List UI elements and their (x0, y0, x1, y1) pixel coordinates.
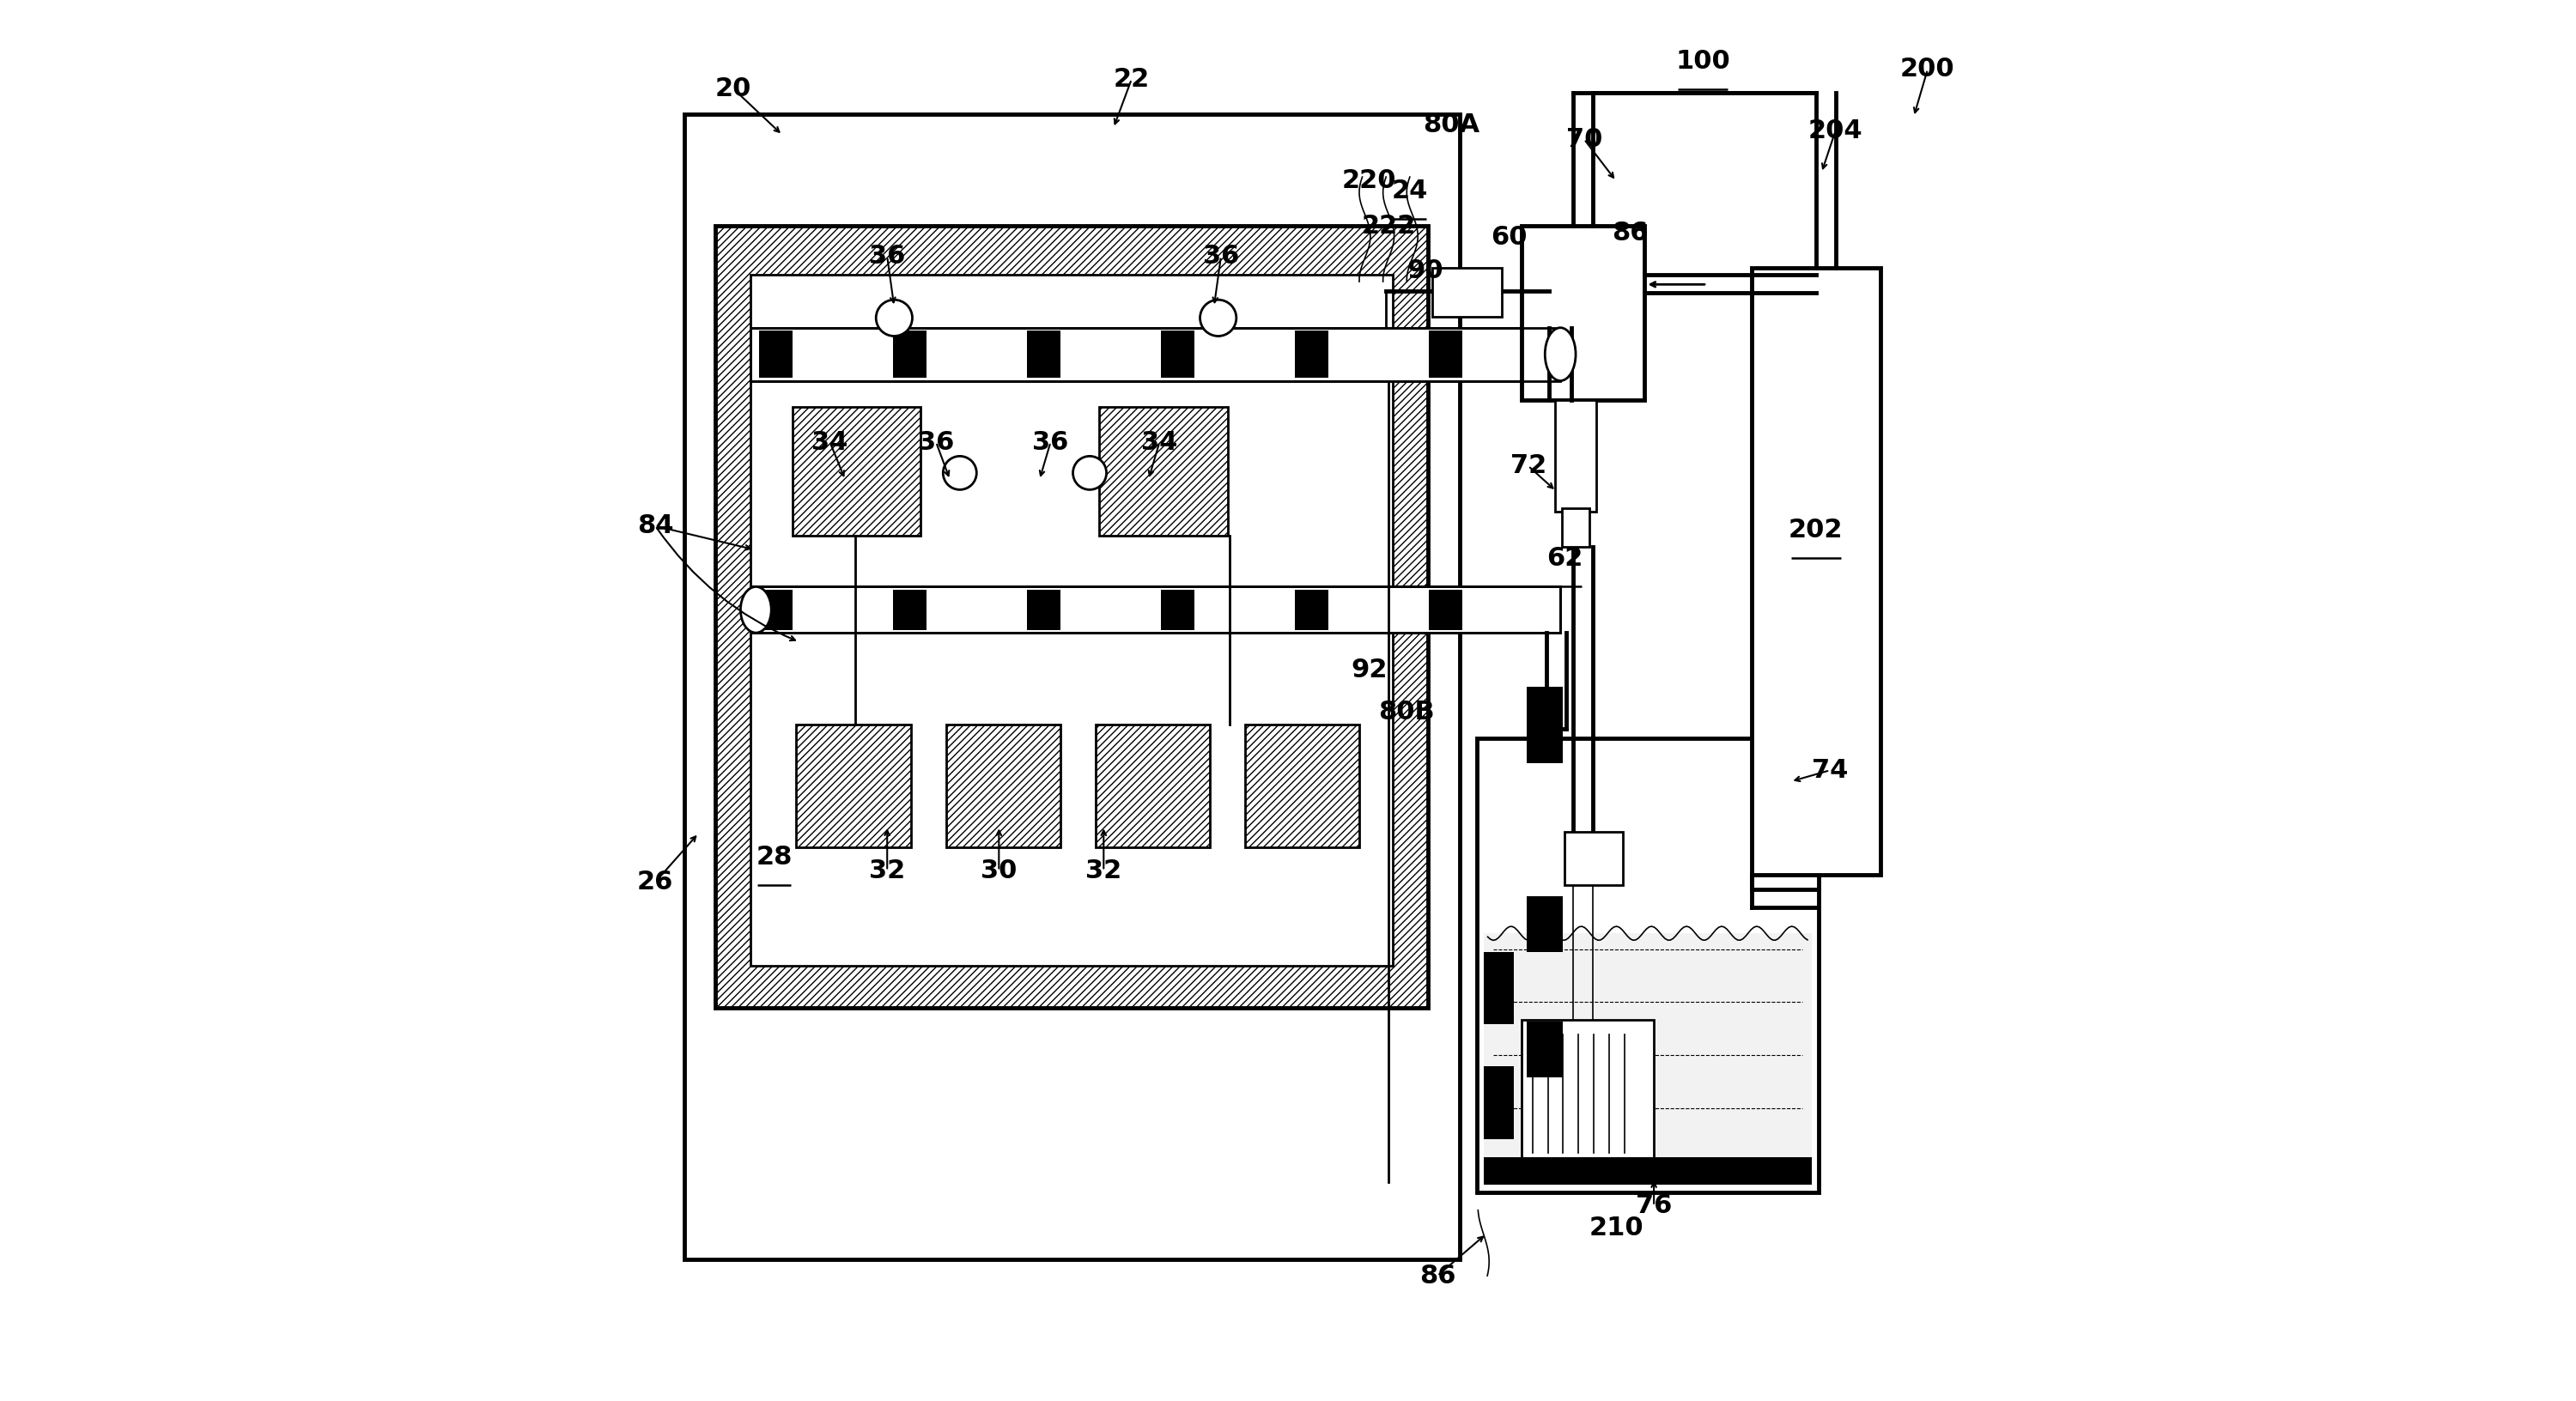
Text: 74: 74 (1811, 758, 1847, 783)
Bar (1522, 226, 1643, 401)
Text: 72: 72 (1510, 454, 1546, 478)
Text: 36: 36 (868, 244, 904, 269)
Bar (685, 113, 1461, 1259)
Bar (1162, 331, 1195, 378)
Text: 210: 210 (1589, 1216, 1643, 1241)
Text: 20: 20 (716, 77, 752, 101)
Text: 60: 60 (1492, 224, 1528, 249)
Text: 36: 36 (1033, 430, 1069, 455)
Text: 84: 84 (636, 514, 672, 538)
Bar (1484, 933, 1811, 1185)
Circle shape (1200, 300, 1236, 336)
Text: 62: 62 (1546, 545, 1582, 570)
Bar (1432, 268, 1502, 317)
Text: 22: 22 (1113, 67, 1149, 91)
Bar (1430, 590, 1463, 630)
Bar (1296, 590, 1329, 630)
Bar (1528, 686, 1564, 764)
Bar (750, 328, 1561, 381)
Bar (750, 587, 1561, 633)
Text: 34: 34 (1141, 430, 1177, 455)
Text: 36: 36 (1203, 244, 1239, 269)
Bar (1556, 401, 1597, 511)
Circle shape (943, 457, 976, 490)
Text: 80A: 80A (1422, 113, 1479, 137)
Text: 86: 86 (1419, 1264, 1455, 1288)
Bar (793, 408, 920, 535)
Bar (1564, 832, 1623, 885)
Bar (894, 590, 927, 630)
Bar (750, 275, 1394, 965)
Bar (750, 587, 1561, 633)
Bar (1484, 951, 1515, 1024)
Text: 86: 86 (1613, 220, 1649, 245)
Bar (760, 590, 793, 630)
Text: 90: 90 (1406, 258, 1443, 283)
Text: 220: 220 (1342, 168, 1396, 193)
Text: 32: 32 (868, 859, 904, 883)
Bar (1162, 590, 1195, 630)
Text: 26: 26 (636, 870, 672, 894)
Bar (1244, 724, 1360, 848)
Bar (1484, 1157, 1811, 1185)
Text: 30: 30 (981, 859, 1018, 883)
Bar (1028, 590, 1061, 630)
Text: 100: 100 (1674, 49, 1731, 73)
Text: 200: 200 (1901, 57, 1955, 81)
Bar (1296, 331, 1329, 378)
Ellipse shape (1546, 328, 1577, 381)
Ellipse shape (739, 587, 770, 633)
Bar (760, 331, 793, 378)
Bar (1528, 1021, 1564, 1077)
Text: 28: 28 (755, 845, 793, 870)
Text: 80B: 80B (1378, 699, 1435, 724)
Text: 204: 204 (1808, 119, 1862, 143)
Bar (894, 331, 927, 378)
Bar (1522, 1020, 1654, 1167)
Bar (1476, 738, 1819, 1192)
Bar (796, 724, 912, 848)
Bar (1561, 507, 1589, 546)
Bar (716, 226, 1427, 1007)
Bar (1100, 408, 1229, 535)
Text: 222: 222 (1360, 213, 1417, 238)
Bar (1095, 724, 1211, 848)
Bar (1484, 1066, 1515, 1139)
Text: 36: 36 (917, 430, 953, 455)
Bar (1515, 1160, 1662, 1185)
Bar (1430, 331, 1463, 378)
Circle shape (1074, 457, 1108, 490)
Circle shape (876, 300, 912, 336)
Text: 34: 34 (811, 430, 848, 455)
Text: 32: 32 (1084, 859, 1121, 883)
Bar (945, 724, 1061, 848)
Bar (750, 328, 1561, 381)
Text: 24: 24 (1391, 178, 1427, 203)
Text: 202: 202 (1788, 518, 1844, 542)
Bar (1752, 268, 1880, 876)
Text: 70: 70 (1566, 126, 1602, 151)
Text: 76: 76 (1636, 1194, 1672, 1219)
Text: 92: 92 (1350, 657, 1388, 682)
Bar (1028, 331, 1061, 378)
Bar (1528, 897, 1564, 951)
